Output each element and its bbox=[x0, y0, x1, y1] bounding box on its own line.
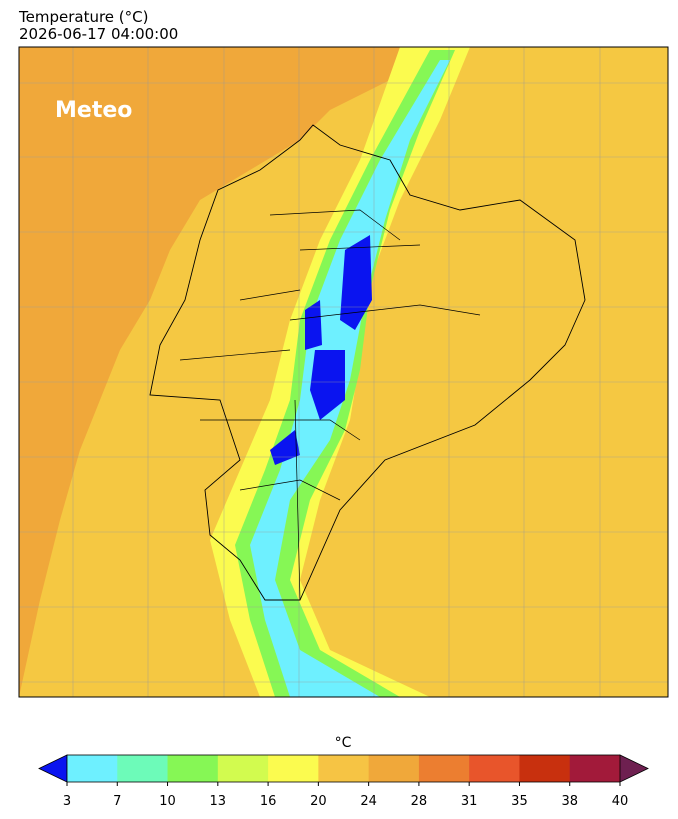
colorbar-segment bbox=[469, 755, 520, 782]
graticule bbox=[19, 47, 668, 697]
colorbar-tick-label: 31 bbox=[461, 794, 478, 809]
colorbar-segment bbox=[519, 755, 571, 782]
colorbar-tick-label: 24 bbox=[360, 794, 377, 809]
colorbar-tick-label: 3 bbox=[63, 794, 71, 809]
colorbar-under bbox=[38, 754, 68, 783]
ocean-warm bbox=[19, 47, 400, 697]
colorbar-tick-label: 7 bbox=[113, 794, 121, 809]
timestamp: 2026-06-17 04:00:00 bbox=[19, 25, 178, 43]
colorbar-segment bbox=[318, 755, 370, 782]
map: Meteo bbox=[19, 47, 668, 697]
colorbar-label: °C bbox=[335, 735, 352, 751]
colorbar-frame bbox=[66, 754, 621, 783]
highland-cyan bbox=[250, 60, 450, 697]
colorbar-segment bbox=[117, 755, 169, 782]
logo: Meteo bbox=[55, 98, 132, 123]
country-border bbox=[149, 124, 586, 601]
colorbar-tick-label: 16 bbox=[260, 794, 277, 809]
colorbar-tick-label: 20 bbox=[310, 794, 327, 809]
title: Temperature (°C) bbox=[18, 8, 148, 26]
colorbar-segment bbox=[368, 755, 420, 782]
colorbar-tick-label: 38 bbox=[561, 794, 578, 809]
colorbar-segment bbox=[268, 755, 319, 782]
colorbar-segment bbox=[167, 755, 219, 782]
colorbar-segment bbox=[217, 755, 269, 782]
colorbar-segment bbox=[418, 755, 470, 782]
colorbar-tick-label: 40 bbox=[612, 794, 629, 809]
highland-blue bbox=[270, 235, 372, 465]
province-borders bbox=[179, 209, 481, 601]
colorbar-segment bbox=[67, 755, 118, 782]
colorbar-tick-label: 10 bbox=[159, 794, 176, 809]
colorbar-tick-label: 28 bbox=[411, 794, 428, 809]
colorbar-tick-label: 13 bbox=[210, 794, 227, 809]
colorbar-segment bbox=[569, 755, 621, 782]
map-frame bbox=[18, 46, 669, 698]
colorbar-over bbox=[619, 754, 649, 783]
colorbar-tick-label: 35 bbox=[511, 794, 528, 809]
colorbar: 3 7 10 13 16 20 24 28 31 35 38 40 bbox=[38, 754, 649, 809]
